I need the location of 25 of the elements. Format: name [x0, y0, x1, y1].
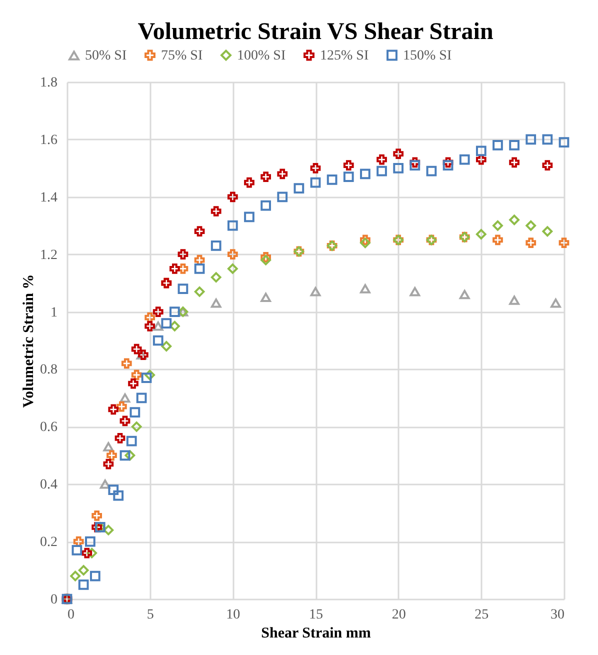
y-tick-label: 1.4	[40, 190, 58, 206]
legend-label: 50% SI	[85, 48, 127, 64]
chart-title: Volumetric Strain VS Shear Strain	[138, 19, 494, 45]
y-tick-label: 0	[50, 592, 58, 608]
x-axis-title: Shear Strain mm	[261, 626, 372, 642]
x-tick-label: 15	[309, 608, 323, 622]
x-tick-label: 0	[68, 608, 74, 622]
legend-label: 75% SI	[161, 48, 203, 64]
y-tick-label: 0.8	[40, 362, 58, 378]
x-tick-label: 25	[474, 608, 489, 622]
y-tick-label: 1	[50, 305, 58, 320]
legend-label: 150% SI	[403, 48, 452, 64]
y-tick-label: 0.6	[40, 420, 58, 436]
y-tick-label: 1.2	[40, 248, 58, 263]
x-tick-label: 10	[226, 608, 240, 622]
x-tick-label: 5	[146, 608, 154, 622]
y-axis-title: Volumetric Strain %	[21, 274, 37, 408]
y-tick-label: 1.8	[40, 76, 58, 90]
x-tick-label: 20	[392, 608, 406, 622]
y-tick-label: 0.4	[40, 478, 58, 493]
y-tick-label: 1.6	[40, 132, 58, 148]
y-tick-label: 0.2	[40, 535, 58, 550]
legend-label: 125% SI	[320, 48, 369, 64]
legend-label: 100% SI	[237, 48, 286, 64]
x-tick-label: 30	[550, 608, 564, 622]
